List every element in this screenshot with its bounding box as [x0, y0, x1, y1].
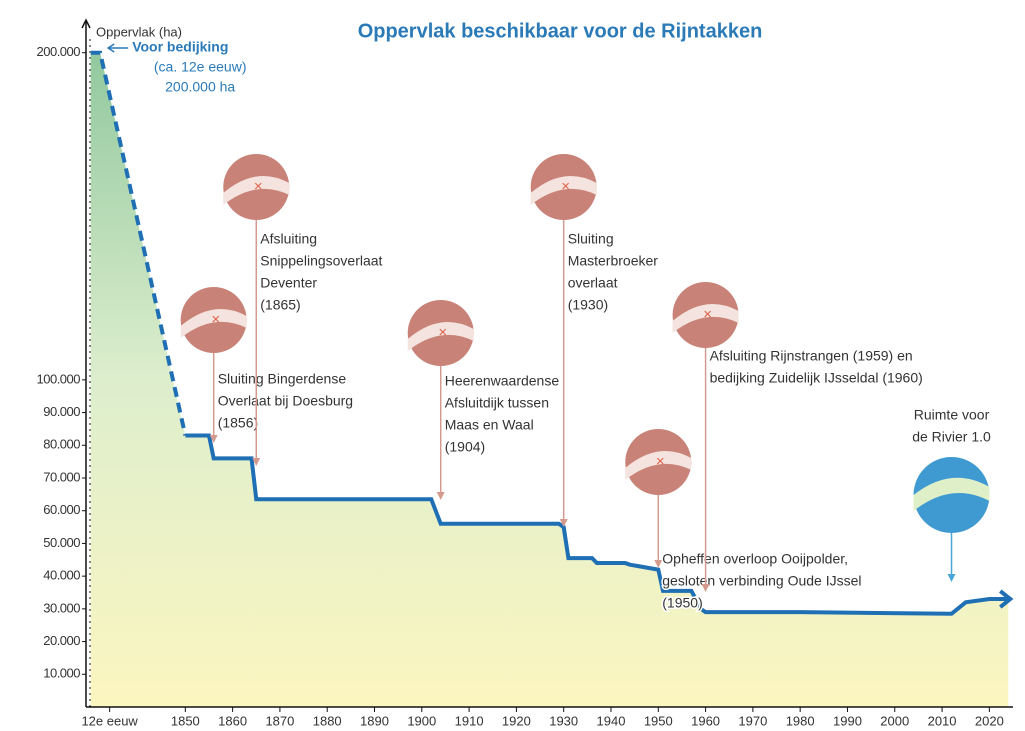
annotation-text: Heerenwaardense — [445, 373, 560, 389]
annotation-text: Overlaat bij Doesburg — [218, 393, 353, 409]
x-tick-label: 1890 — [360, 713, 389, 728]
y-axis-label: Oppervlak (ha) — [96, 24, 182, 39]
icon-x: × — [254, 178, 263, 195]
annotation-arrowhead — [436, 492, 445, 500]
annotation-text: Maas en Waal — [445, 417, 534, 433]
annotation-text: Sluiting Bingerdense — [218, 371, 347, 387]
annotation-arrowhead — [559, 519, 568, 527]
chart-title: Oppervlak beschikbaar voor de Rijntakken — [358, 20, 763, 42]
icon — [913, 457, 990, 533]
icon-x: × — [438, 324, 447, 341]
annotation-text: overlaat — [568, 275, 618, 291]
icon-band — [407, 321, 474, 351]
x-tick-label: 1850 — [171, 713, 200, 728]
icon-x: × — [211, 311, 220, 328]
line-arrow — [999, 589, 1014, 609]
y-tick-label: 200.000 — [37, 44, 81, 59]
x-tick-label: 1980 — [786, 713, 815, 728]
annotation-text: Snippelingsoverlaat — [260, 253, 382, 269]
annotation-text: Deventer — [260, 275, 317, 291]
annotation-arrowhead — [947, 574, 956, 582]
annotation-text: Sluiting — [568, 231, 614, 247]
line — [185, 433, 1009, 616]
x-tick-label: 1940 — [597, 713, 626, 728]
annotation-text: Opheffen overloop Ooijpolder, — [662, 551, 848, 567]
icon-band — [672, 303, 739, 333]
x-tick-label: 1900 — [407, 713, 436, 728]
annotation-text: (1865) — [260, 297, 300, 313]
icon-x: × — [656, 453, 665, 470]
icon-band — [625, 450, 692, 480]
x-tick-label: 1910 — [455, 713, 484, 728]
y-tick-label: 50.000 — [43, 535, 80, 550]
x-tick-label: 1970 — [738, 713, 767, 728]
y-tick-label: 10.000 — [43, 666, 80, 681]
annotation-text: (1950) — [662, 595, 702, 611]
area-fill — [90, 52, 1009, 707]
icon-band — [913, 477, 990, 511]
annotation-arrowhead — [701, 584, 710, 592]
x-tick-label: 1870 — [265, 713, 294, 728]
start-annotation: 200.000 ha — [165, 79, 235, 95]
annotation-text: de Rivier 1.0 — [912, 429, 991, 445]
y-tick-label: 80.000 — [43, 437, 80, 452]
icon-x: × — [703, 306, 712, 323]
icon-band — [530, 175, 597, 205]
annotation-text: Afsluiting — [260, 231, 317, 247]
x-tick-label: 1880 — [313, 713, 342, 728]
y-tick-label: 70.000 — [43, 469, 80, 484]
annotation-text: (1904) — [445, 439, 485, 455]
icon-x: × — [561, 178, 570, 195]
x-tick-label: 1950 — [644, 713, 673, 728]
annotation-text: Afsluitdijk tussen — [445, 395, 549, 411]
annotation-arrowhead — [252, 458, 261, 466]
x-tick-label: 2010 — [928, 713, 957, 728]
annotation-text: bedijking Zuidelijk IJsseldal (1960) — [710, 370, 923, 386]
x-tick-label: 2020 — [975, 713, 1004, 728]
annotation-text: Masterbroeker — [568, 253, 659, 269]
icon-band — [180, 308, 247, 338]
x-tick-label: 1930 — [549, 713, 578, 728]
icon-band — [223, 175, 290, 205]
y-tick-label: 60.000 — [43, 502, 80, 517]
y-tick-label: 100.000 — [37, 371, 81, 386]
line — [90, 50, 188, 436]
annotation-text: (1856) — [218, 415, 258, 431]
start-annotation: Voor bedijking — [132, 39, 228, 55]
x-tick-label: 2000 — [880, 713, 909, 728]
annotation-text: (1930) — [568, 297, 608, 313]
y-tick-label: 40.000 — [43, 568, 80, 583]
start-arrow — [106, 43, 129, 53]
annotation-text: Afsluiting Rijnstrangen (1959) en — [710, 348, 913, 364]
annotation-text: gesloten verbinding Oude IJssel — [662, 573, 861, 589]
y-tick-label: 30.000 — [43, 600, 80, 615]
y-tick-label: 20.000 — [43, 633, 80, 648]
x-tick-label: 12e eeuw — [81, 713, 138, 728]
annotation-arrowhead — [654, 560, 663, 568]
y-axis-arrow — [81, 18, 91, 29]
x-tick-label: 1960 — [691, 713, 720, 728]
x-tick-label: 1860 — [218, 713, 247, 728]
annotation-text: Ruimte voor — [914, 407, 990, 423]
start-annotation: (ca. 12e eeuw) — [154, 59, 247, 75]
x-tick-label: 1990 — [833, 713, 862, 728]
x-tick-label: 1920 — [502, 713, 531, 728]
y-tick-label: 90.000 — [43, 404, 80, 419]
annotation-arrowhead — [209, 435, 218, 443]
